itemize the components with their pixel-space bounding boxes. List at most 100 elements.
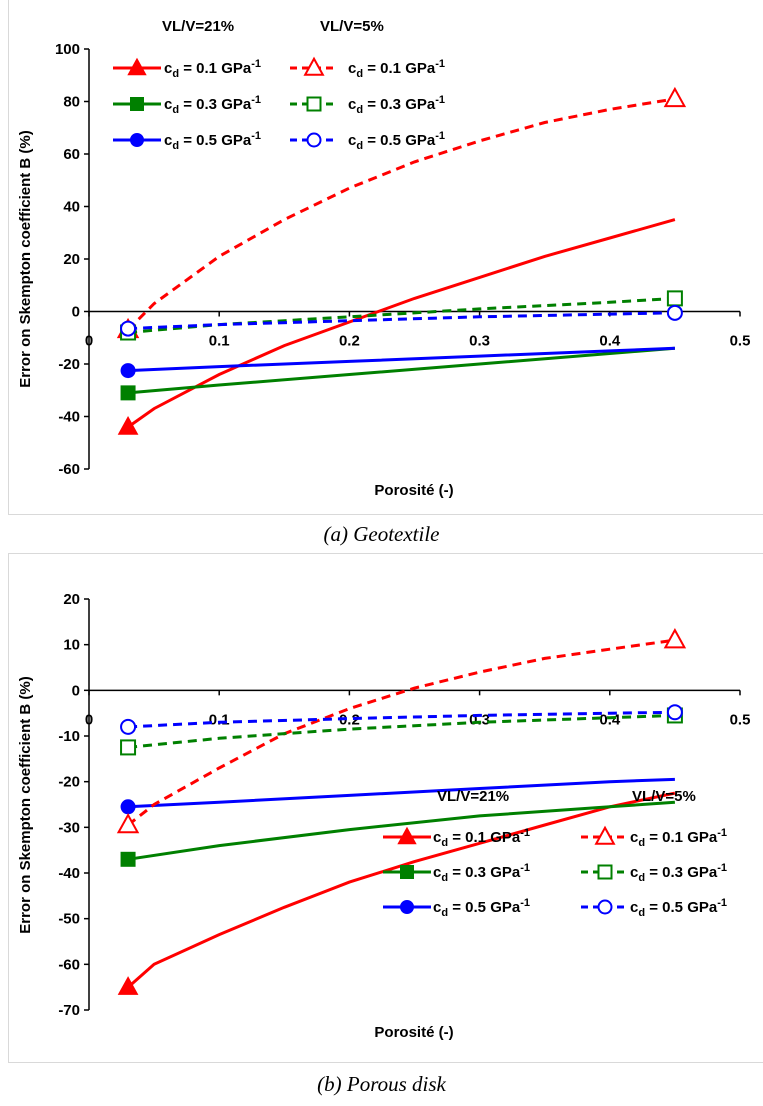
legend-marker [303,56,325,76]
series-line [127,791,676,989]
legend-marker [127,57,147,76]
chart-porous-disk: -70 -60 -50 -40 -30 -20 -10 0 10 20 0 0.1 0.2 0.3 0.4 0… [17,591,751,1041]
legend-marker [397,826,417,845]
legend-marker [306,96,322,112]
y-tick-label: 20 [63,591,80,608]
legend-label: cd = 0.3 GPa-1 [433,862,530,884]
x-tick-label: 0.4 [599,711,621,728]
caption-porous-disk: (b) Porous disk [317,1072,446,1096]
x-tick-label: 0.5 [730,711,751,728]
series-line [127,346,676,395]
data-point-marker [663,86,687,108]
series-line [128,710,675,729]
chart-panel-porous-disk: -70 -60 -50 -40 -30 -20 -10 0 10 20 0 0.1 0.2 0.3 0.4 0… [0,553,763,1063]
chart-panel-geotextile: -60 -40 -20 0 20 40 60 80 100 0 0.1 0.2 0.3 0.4 0.5 Por… [0,0,763,515]
legend-header: VL/V=21% [162,18,234,35]
panel-border-bottom [8,1062,763,1063]
x-tick-label: 0.5 [730,333,751,350]
y-axis-title: Error on Skempton coefficient B (%) [17,130,34,388]
y-tick-label: 40 [63,199,80,216]
y-tick-label: -40 [58,409,80,426]
x-tick-label: 0.3 [469,711,490,728]
y-tick-label: -70 [58,1002,80,1019]
data-point-marker [120,851,136,867]
y-tick-label: 20 [63,251,80,268]
legend-label: cd = 0.5 GPa-1 [164,130,261,152]
legend-marker [306,132,322,148]
legend-label: cd = 0.5 GPa-1 [433,897,530,919]
legend-label: cd = 0.1 GPa-1 [433,827,530,849]
data-point-marker [666,290,683,307]
y-tick-label: -10 [58,728,80,745]
x-tick-label: 0.2 [339,333,360,350]
x-tick-label: 0.2 [339,711,360,728]
legend-label: cd = 0.5 GPa-1 [348,130,445,152]
y-tick-label: -20 [58,356,80,373]
data-point-marker [117,415,139,435]
data-point-marker [116,813,140,834]
y-tick-label: 10 [63,637,80,654]
series-line [127,218,676,429]
legend-header: VL/V=5% [320,18,384,35]
series-line [127,713,675,749]
y-axis-title: Error on Skempton coefficient B (%) [17,676,34,934]
y-tick-label: -40 [58,865,80,882]
legend-label: cd = 0.1 GPa-1 [164,58,261,80]
data-point-marker [120,320,137,337]
series-line [128,777,675,809]
x-tick-label: 0.1 [209,333,230,350]
data-point-marker [120,739,137,756]
x-tick-label: 0 [85,711,93,728]
y-tick-label: -30 [58,819,80,836]
legend-marker [597,864,613,880]
series-line [127,638,676,827]
data-point-marker [666,704,683,721]
legend-marker [130,97,144,111]
x-tick-label: 0.3 [469,333,490,350]
data-point-marker [120,799,136,815]
legend-label: cd = 0.5 GPa-1 [630,897,727,919]
panel-border-left [8,553,9,1063]
panel-border-left [8,0,9,515]
data-point-marker [666,304,683,321]
x-axis-title: Porosité (-) [374,1024,453,1041]
y-tick-label: 0 [72,682,80,699]
caption-geotextile: (a) Geotextile [323,522,440,546]
y-tick-label: 80 [63,94,80,111]
data-point-marker [663,628,687,649]
legend-label: cd = 0.3 GPa-1 [348,94,445,116]
data-point-marker [117,976,139,995]
y-tick-label: -60 [58,956,80,973]
series-line [128,346,675,373]
legend-marker [597,899,613,915]
panel-border-bottom [8,514,763,515]
legend-label: cd = 0.3 GPa-1 [630,862,727,884]
data-point-marker [120,718,137,735]
y-tick-label: -50 [58,911,80,928]
x-tick-label: 0 [85,333,93,350]
legend-marker [400,900,414,914]
legend-header: VL/V=5% [632,788,696,805]
panel-border-top [8,553,763,554]
series-line [127,97,676,331]
legend-label: cd = 0.1 GPa-1 [630,827,727,849]
legend-marker [130,133,144,147]
y-tick-label: 0 [72,304,80,321]
x-axis-title: Porosité (-) [374,482,453,499]
legend-header: VL/V=21% [437,788,509,805]
y-tick-label: 60 [63,146,80,163]
series-line [127,800,676,861]
y-tick-label: -60 [58,461,80,478]
x-tick-label: 0.1 [209,711,230,728]
legend-marker [594,825,616,845]
legend-marker [400,865,414,879]
legend-label: cd = 0.3 GPa-1 [164,94,261,116]
y-tick-label: 100 [55,41,80,58]
y-tick-label: -20 [58,774,80,791]
x-tick-label: 0.4 [599,333,621,350]
data-point-marker [120,363,136,379]
data-point-marker [120,385,136,401]
series-line [128,311,675,331]
legend-label: cd = 0.1 GPa-1 [348,58,445,80]
chart-geotextile: -60 -40 -20 0 20 40 60 80 100 0 0.1 0.2 0.3 0.4 0.5 Por… [17,18,751,499]
